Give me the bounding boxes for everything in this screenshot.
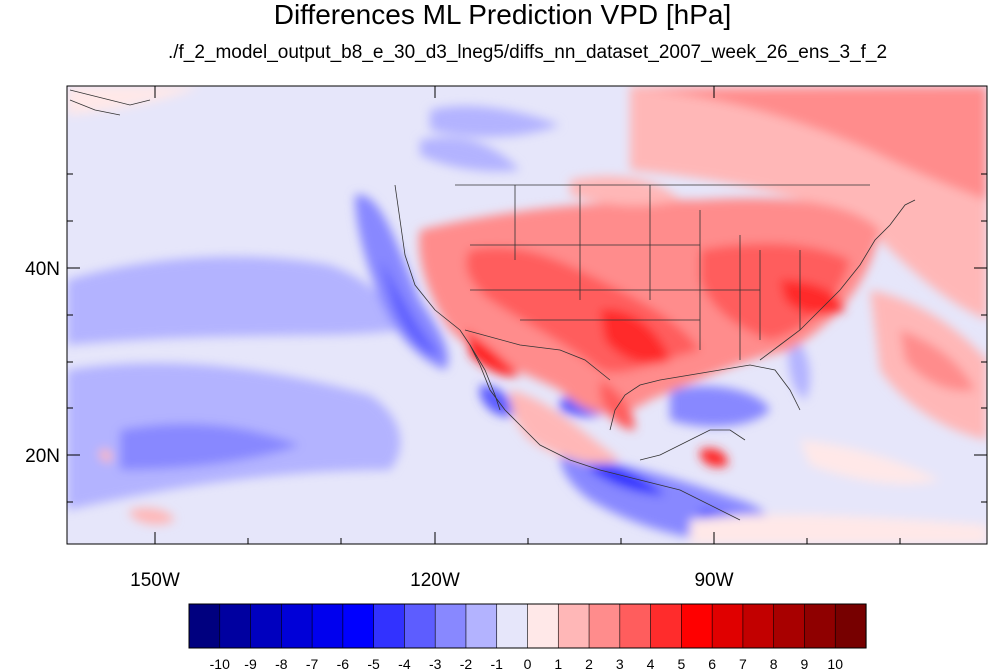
colorbar-tick-label: -7 (305, 656, 319, 672)
page-subtitle: ./f_2_model_output_b8_e_30_d3_lneg5/diff… (167, 42, 888, 63)
colorbar (188, 603, 867, 649)
colorbar-swatch (465, 603, 498, 649)
colorbar-swatch (557, 603, 590, 649)
colorbar-tick-label: -9 (244, 656, 257, 672)
colorbar-tick-label: 10 (827, 656, 844, 672)
colorbar-swatch (681, 603, 713, 649)
colorbar-swatch (250, 603, 282, 649)
colorbar-tick-label: 2 (585, 656, 593, 672)
colorbar-swatch (834, 603, 867, 649)
colorbar-swatch (188, 603, 221, 649)
colorbar-tick-label: 9 (800, 656, 809, 672)
lat-tick-label: 40N (25, 259, 60, 280)
colorbar-tick-label: 7 (739, 656, 747, 672)
colorbar-tick-label: 1 (554, 656, 563, 672)
colorbar-tick-label: 0 (523, 656, 532, 672)
colorbar-swatch (434, 603, 467, 649)
colorbar-swatch (650, 603, 682, 649)
colorbar-swatch (311, 603, 344, 649)
colorbar-tick-label: 8 (769, 656, 778, 672)
lon-tick-label: 150W (130, 570, 180, 591)
colorbar-tick-label: -3 (428, 656, 442, 672)
colorbar-swatch (281, 603, 313, 649)
colorbar-tick-label: 4 (646, 656, 655, 672)
colorbar-tick-label: 6 (708, 656, 717, 672)
colorbar-tick-label: -8 (275, 656, 288, 672)
colorbar-tick-label: -5 (367, 656, 380, 672)
colorbar-tick-label: -2 (459, 656, 473, 672)
colorbar-swatch (742, 603, 775, 649)
colorbar-swatch (219, 603, 252, 649)
colorbar-swatch (527, 603, 559, 649)
colorbar-frame (188, 603, 867, 649)
page-title: Differences ML Prediction VPD [hPa] (273, 0, 732, 30)
lon-tick-label: 90W (694, 570, 733, 591)
colorbar-tick-label: 5 (677, 656, 686, 672)
lon-tick-label: 120W (410, 570, 460, 591)
colorbar-swatch (619, 603, 652, 649)
colorbar-swatch (804, 603, 836, 649)
colorbar-tick-label: -10 (209, 656, 230, 672)
colorbar-swatch (711, 603, 744, 649)
colorbar-tick-label: -6 (336, 656, 350, 672)
colorbar-swatch (342, 603, 375, 649)
colorbar-swatch (373, 603, 406, 649)
colorbar-tick-label: 3 (615, 656, 624, 672)
colorbar-swatch (773, 603, 806, 649)
colorbar-tick-label: -1 (490, 656, 503, 672)
vpd-difference-field (67, 86, 987, 544)
colorbar-tick-label: -4 (398, 656, 411, 672)
colorbar-swatch (588, 603, 621, 649)
lat-tick-label: 20N (25, 446, 60, 467)
colorbar-swatch (404, 603, 436, 649)
colorbar-swatch (496, 603, 529, 649)
